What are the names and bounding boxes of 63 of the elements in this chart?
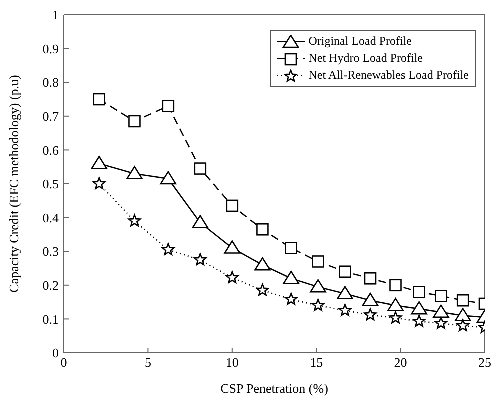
point [388,298,404,312]
point [312,256,324,268]
point [192,215,209,229]
y-tick-label: 0.8 [42,75,59,90]
legend-label: Net Hydro Load Profile [308,51,424,66]
legend-label: Net All-Renewables Load Profile [308,68,469,83]
point [254,257,271,271]
point [128,115,141,128]
legend-label: Original Load Profile [308,34,412,49]
point [338,304,352,316]
point [364,272,377,285]
point [256,284,270,296]
point [433,304,450,318]
x-tick-label: 15 [310,355,324,370]
y-tick-label: 0.3 [42,244,59,260]
y-tick-label: 0.4 [42,210,60,226]
y-tick-label: 0.5 [42,176,59,192]
y-tick-label: 1 [52,8,59,23]
point [285,242,298,254]
point [93,93,106,106]
point [390,279,402,292]
y-tick-label: 0.7 [42,109,60,124]
point [194,253,207,266]
point [454,308,472,322]
y-tick-label: 0.1 [42,312,59,327]
x-axis-title: CSP Penetration (%) [220,381,328,396]
y-tick-label: 0.6 [42,142,60,158]
point [226,200,239,212]
y-tick-label: 0.2 [42,278,59,294]
point [339,266,352,278]
point [312,299,325,312]
point [337,286,354,300]
point [456,294,470,307]
point [412,314,426,328]
y-tick-label: 0 [52,346,59,361]
point [413,286,426,298]
point [411,301,428,315]
point [284,292,298,306]
x-tick-label: 20 [394,355,408,370]
point [128,214,142,227]
point [160,171,177,185]
x-tick-label: 25 [478,355,492,370]
point [93,177,106,190]
point [283,270,300,284]
point [434,316,448,330]
point [162,100,175,112]
point [389,312,402,324]
point [226,271,239,284]
y-axis-title: Capacity Credit (EFC methodology) (p.u) [6,75,22,293]
point [456,319,470,332]
point [310,279,326,293]
y-tick-label: 0.9 [42,41,59,56]
point [256,223,269,236]
point [194,162,207,175]
point [91,156,108,170]
point [362,292,379,306]
point [224,240,241,254]
point [126,166,143,180]
point [435,290,448,302]
x-tick-label: 5 [144,355,152,370]
x-tick-label: 10 [226,355,239,370]
point [364,308,377,321]
point [162,243,175,256]
